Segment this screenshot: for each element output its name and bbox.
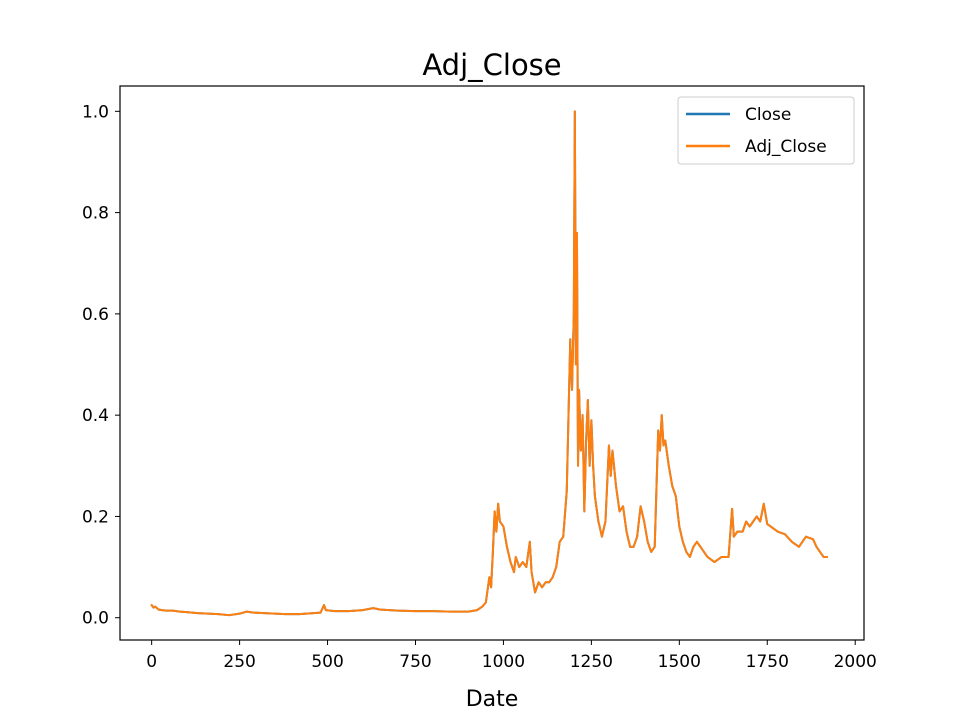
y-tick-label: 0.0 (82, 609, 109, 629)
x-tick-label: 1750 (746, 652, 789, 672)
plot-area: 0 250 500 750 1000 1250 1500 1750 2000 0.0 0.2 0.4 0… (82, 85, 877, 672)
x-tick-label: 250 (223, 652, 255, 672)
series-line-adj-close (150, 110, 829, 617)
y-tick-label: 1.0 (82, 102, 109, 122)
chart-title: Adj_Close (422, 48, 561, 82)
axes-frame (119, 85, 865, 641)
x-tick-label: 1000 (482, 652, 525, 672)
legend: Close Adj_Close (677, 96, 855, 165)
series-group (150, 110, 829, 617)
x-tick-label: 0 (146, 652, 157, 672)
legend-label: Close (745, 105, 791, 125)
x-tick-label: 1250 (570, 652, 613, 672)
y-tick-label: 0.8 (82, 204, 109, 224)
x-tick-label: 1500 (658, 652, 701, 672)
x-tick-label: 750 (399, 652, 431, 672)
x-tick-label: 2000 (834, 652, 877, 672)
legend-label: Adj_Close (745, 137, 827, 157)
x-axis-label: Date (466, 687, 519, 712)
y-tick-label: 0.4 (82, 406, 109, 426)
y-tick-label: 0.6 (82, 305, 109, 325)
x-tick-label: 500 (311, 652, 343, 672)
y-tick-label: 0.2 (82, 507, 109, 527)
